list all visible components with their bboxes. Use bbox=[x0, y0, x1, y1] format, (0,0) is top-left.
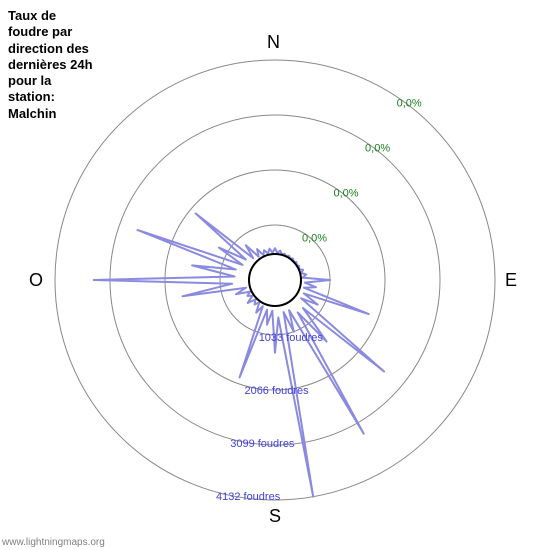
inner-circle-group bbox=[249, 254, 301, 306]
cardinal-e: E bbox=[505, 270, 517, 291]
svg-text:0,0%: 0,0% bbox=[397, 97, 422, 109]
svg-text:3099 foudres: 3099 foudres bbox=[230, 438, 295, 450]
svg-text:1033 foudres: 1033 foudres bbox=[259, 332, 324, 344]
svg-text:0,0%: 0,0% bbox=[334, 187, 359, 199]
cardinal-o: O bbox=[29, 270, 43, 291]
credit-text: www.lightningmaps.org bbox=[2, 537, 105, 548]
svg-text:4132 foudres: 4132 foudres bbox=[216, 491, 281, 503]
cardinal-n: N bbox=[267, 32, 280, 53]
polar-chart-svg: 0,0% 1033 foudres 0,0% 2066 foudres 0,0% 3099… bbox=[0, 0, 550, 550]
ring-labels-group: 0,0% 1033 foudres 0,0% 2066 foudres 0,0% 3099… bbox=[216, 97, 422, 503]
rose-path-group bbox=[94, 213, 384, 496]
svg-text:2066 foudres: 2066 foudres bbox=[244, 385, 309, 397]
svg-text:0,0%: 0,0% bbox=[365, 142, 390, 154]
cardinal-s: S bbox=[269, 506, 281, 527]
chart-container: Taux de foudre par direction des dernièr… bbox=[0, 0, 550, 550]
svg-text:0,0%: 0,0% bbox=[302, 232, 327, 244]
